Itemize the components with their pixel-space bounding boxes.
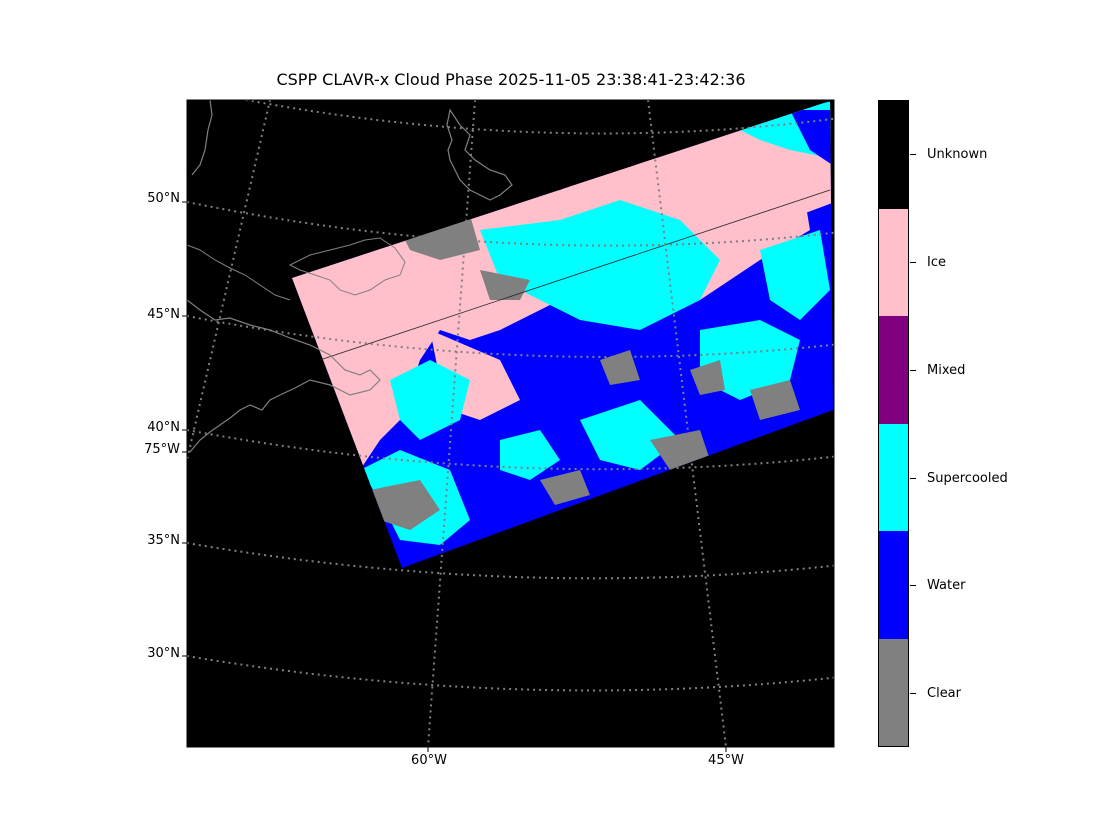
colorbar-tick [910, 693, 916, 694]
colorbar-label-water: Water [927, 578, 966, 593]
colorbar-segment-mixed [879, 316, 908, 424]
colorbar-tick [910, 262, 916, 263]
colorbar-segment-supercooled [879, 423, 908, 531]
lat-label-40n: 40°N [147, 420, 180, 435]
lon-label-75w: 75°W [144, 442, 180, 457]
lat-label-50n: 50°N [147, 191, 180, 206]
colorbar-label-unknown: Unknown [927, 147, 988, 162]
colorbar-segment-water [879, 531, 908, 639]
coastline [187, 299, 381, 453]
colorbar-label-mixed: Mixed [927, 363, 966, 378]
colorbar-tick [910, 370, 916, 371]
colorbar-segment-unknown [879, 101, 908, 209]
supercooled-region [480, 200, 720, 330]
colorbar [878, 100, 909, 747]
lat-label-35n: 35°N [147, 533, 180, 548]
lat-label-30n: 30°N [147, 646, 180, 661]
colorbar-segment-ice [879, 208, 908, 316]
colorbar-tick [910, 154, 916, 155]
lon-label-60w: 60°W [411, 753, 447, 768]
colorbar-label-supercooled: Supercooled [927, 471, 1008, 486]
colorbar-tick [910, 478, 916, 479]
colorbar-segment-clear [879, 638, 908, 746]
map-title: CSPP CLAVR-x Cloud Phase 2025-11-05 23:3… [276, 70, 746, 89]
map-frame [186, 99, 835, 748]
colorbar-label-clear: Clear [927, 686, 961, 701]
colorbar-tick [910, 585, 916, 586]
graticule [187, 100, 834, 747]
lon-label-45w: 45°W [708, 753, 744, 768]
colorbar-label-ice: Ice [927, 255, 946, 270]
lat-label-45n: 45°N [147, 307, 180, 322]
satellite-swath [292, 101, 833, 568]
